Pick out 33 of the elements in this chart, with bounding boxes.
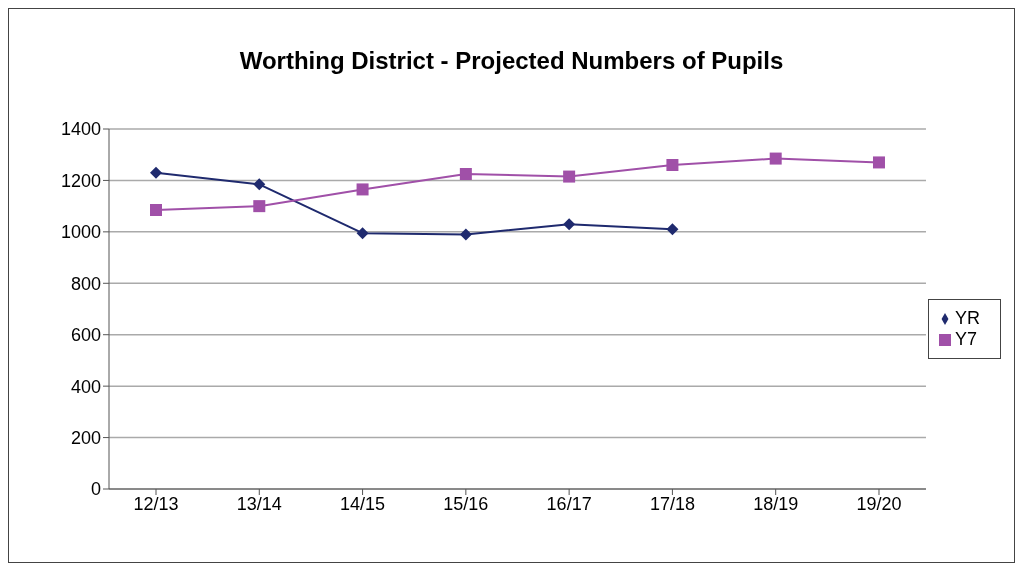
point [563, 170, 576, 183]
point [872, 156, 885, 169]
legend-label: Y7 [954, 329, 978, 349]
point [459, 168, 472, 180]
point [253, 200, 266, 213]
point [666, 223, 679, 236]
x-tick-label: 15/16 [443, 493, 489, 514]
x-tick-label: 19/20 [856, 493, 902, 514]
x-tick-label: 17/18 [649, 493, 695, 514]
legend-label: YR [954, 308, 980, 328]
point [150, 204, 162, 216]
y-tick-label: 400 [70, 376, 101, 397]
point [356, 183, 369, 196]
point [666, 159, 679, 171]
point [563, 218, 576, 231]
y-tick-label: 800 [70, 273, 101, 294]
x-tick-label: 12/13 [133, 493, 179, 514]
point [150, 166, 162, 179]
x-tick-label: 14/15 [340, 493, 386, 514]
y-tick-label: 0 [90, 479, 101, 500]
x-tick-label: 18/19 [753, 493, 799, 514]
y-tick-label: 200 [70, 427, 101, 448]
chart-title: Worthing District - Projected Numbers of Pupils [238, 47, 785, 75]
y-tick-label: 1000 [60, 222, 101, 243]
x-tick-label: 13/14 [236, 493, 282, 514]
y-tick-label: 600 [70, 325, 101, 346]
point [356, 227, 369, 240]
y-tick-label: 1400 [60, 119, 101, 140]
x-tick-label: 16/17 [546, 493, 592, 514]
y-tick-label: 1200 [60, 170, 101, 191]
point [459, 228, 472, 241]
point [769, 152, 782, 165]
point [253, 178, 266, 191]
